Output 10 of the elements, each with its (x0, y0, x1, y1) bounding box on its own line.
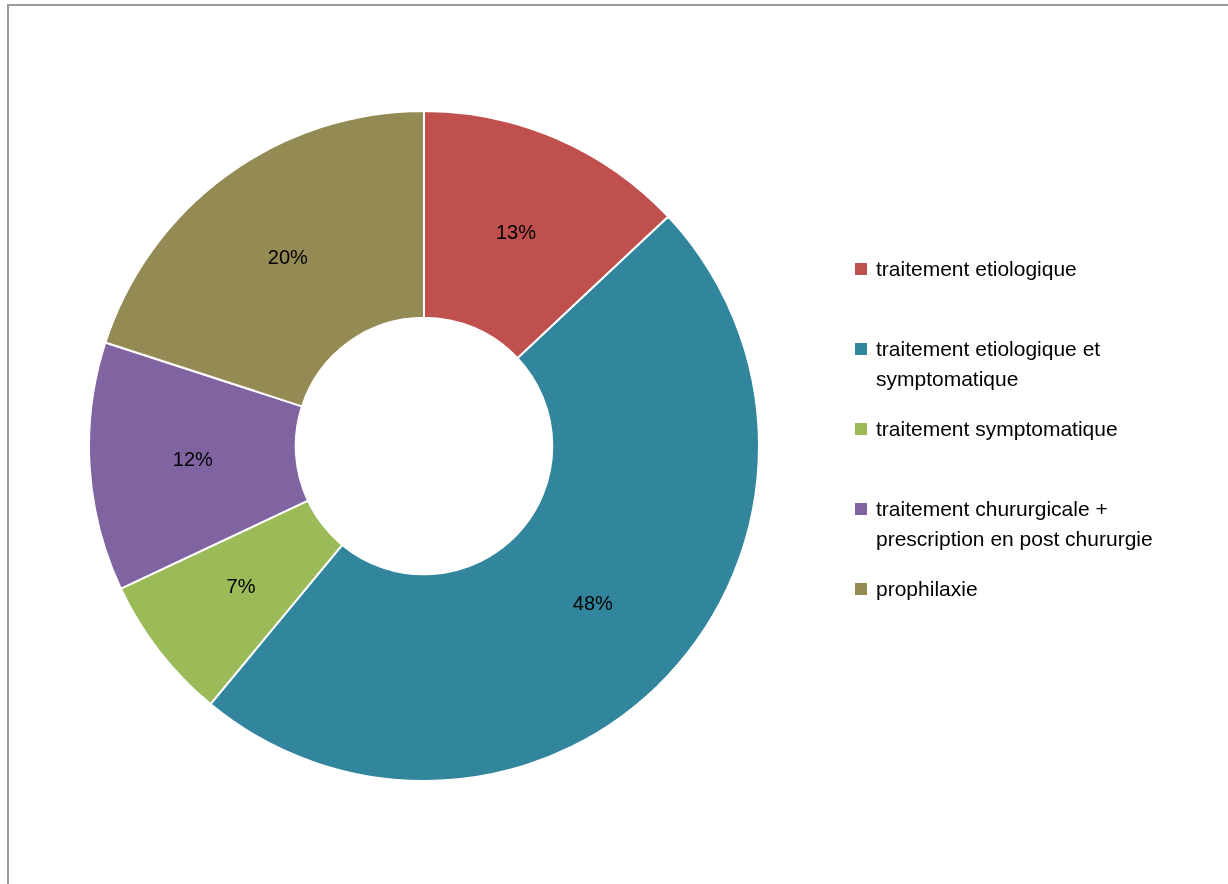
data-label: 12% (172, 448, 214, 471)
data-label: 13% (495, 220, 537, 243)
legend-label: traitement chururgicale + prescription en post chururgie (876, 497, 1153, 550)
data-label: 20% (267, 246, 309, 269)
legend-label: traitement etiologique et symptomatique (876, 337, 1101, 390)
data-label: 48% (572, 592, 614, 615)
data-label: 7% (226, 575, 256, 598)
legend-label: traitement etiologique (876, 257, 1077, 280)
legend-label: prophilaxie (876, 577, 978, 600)
legend-label: traitement symptomatique (876, 417, 1118, 440)
